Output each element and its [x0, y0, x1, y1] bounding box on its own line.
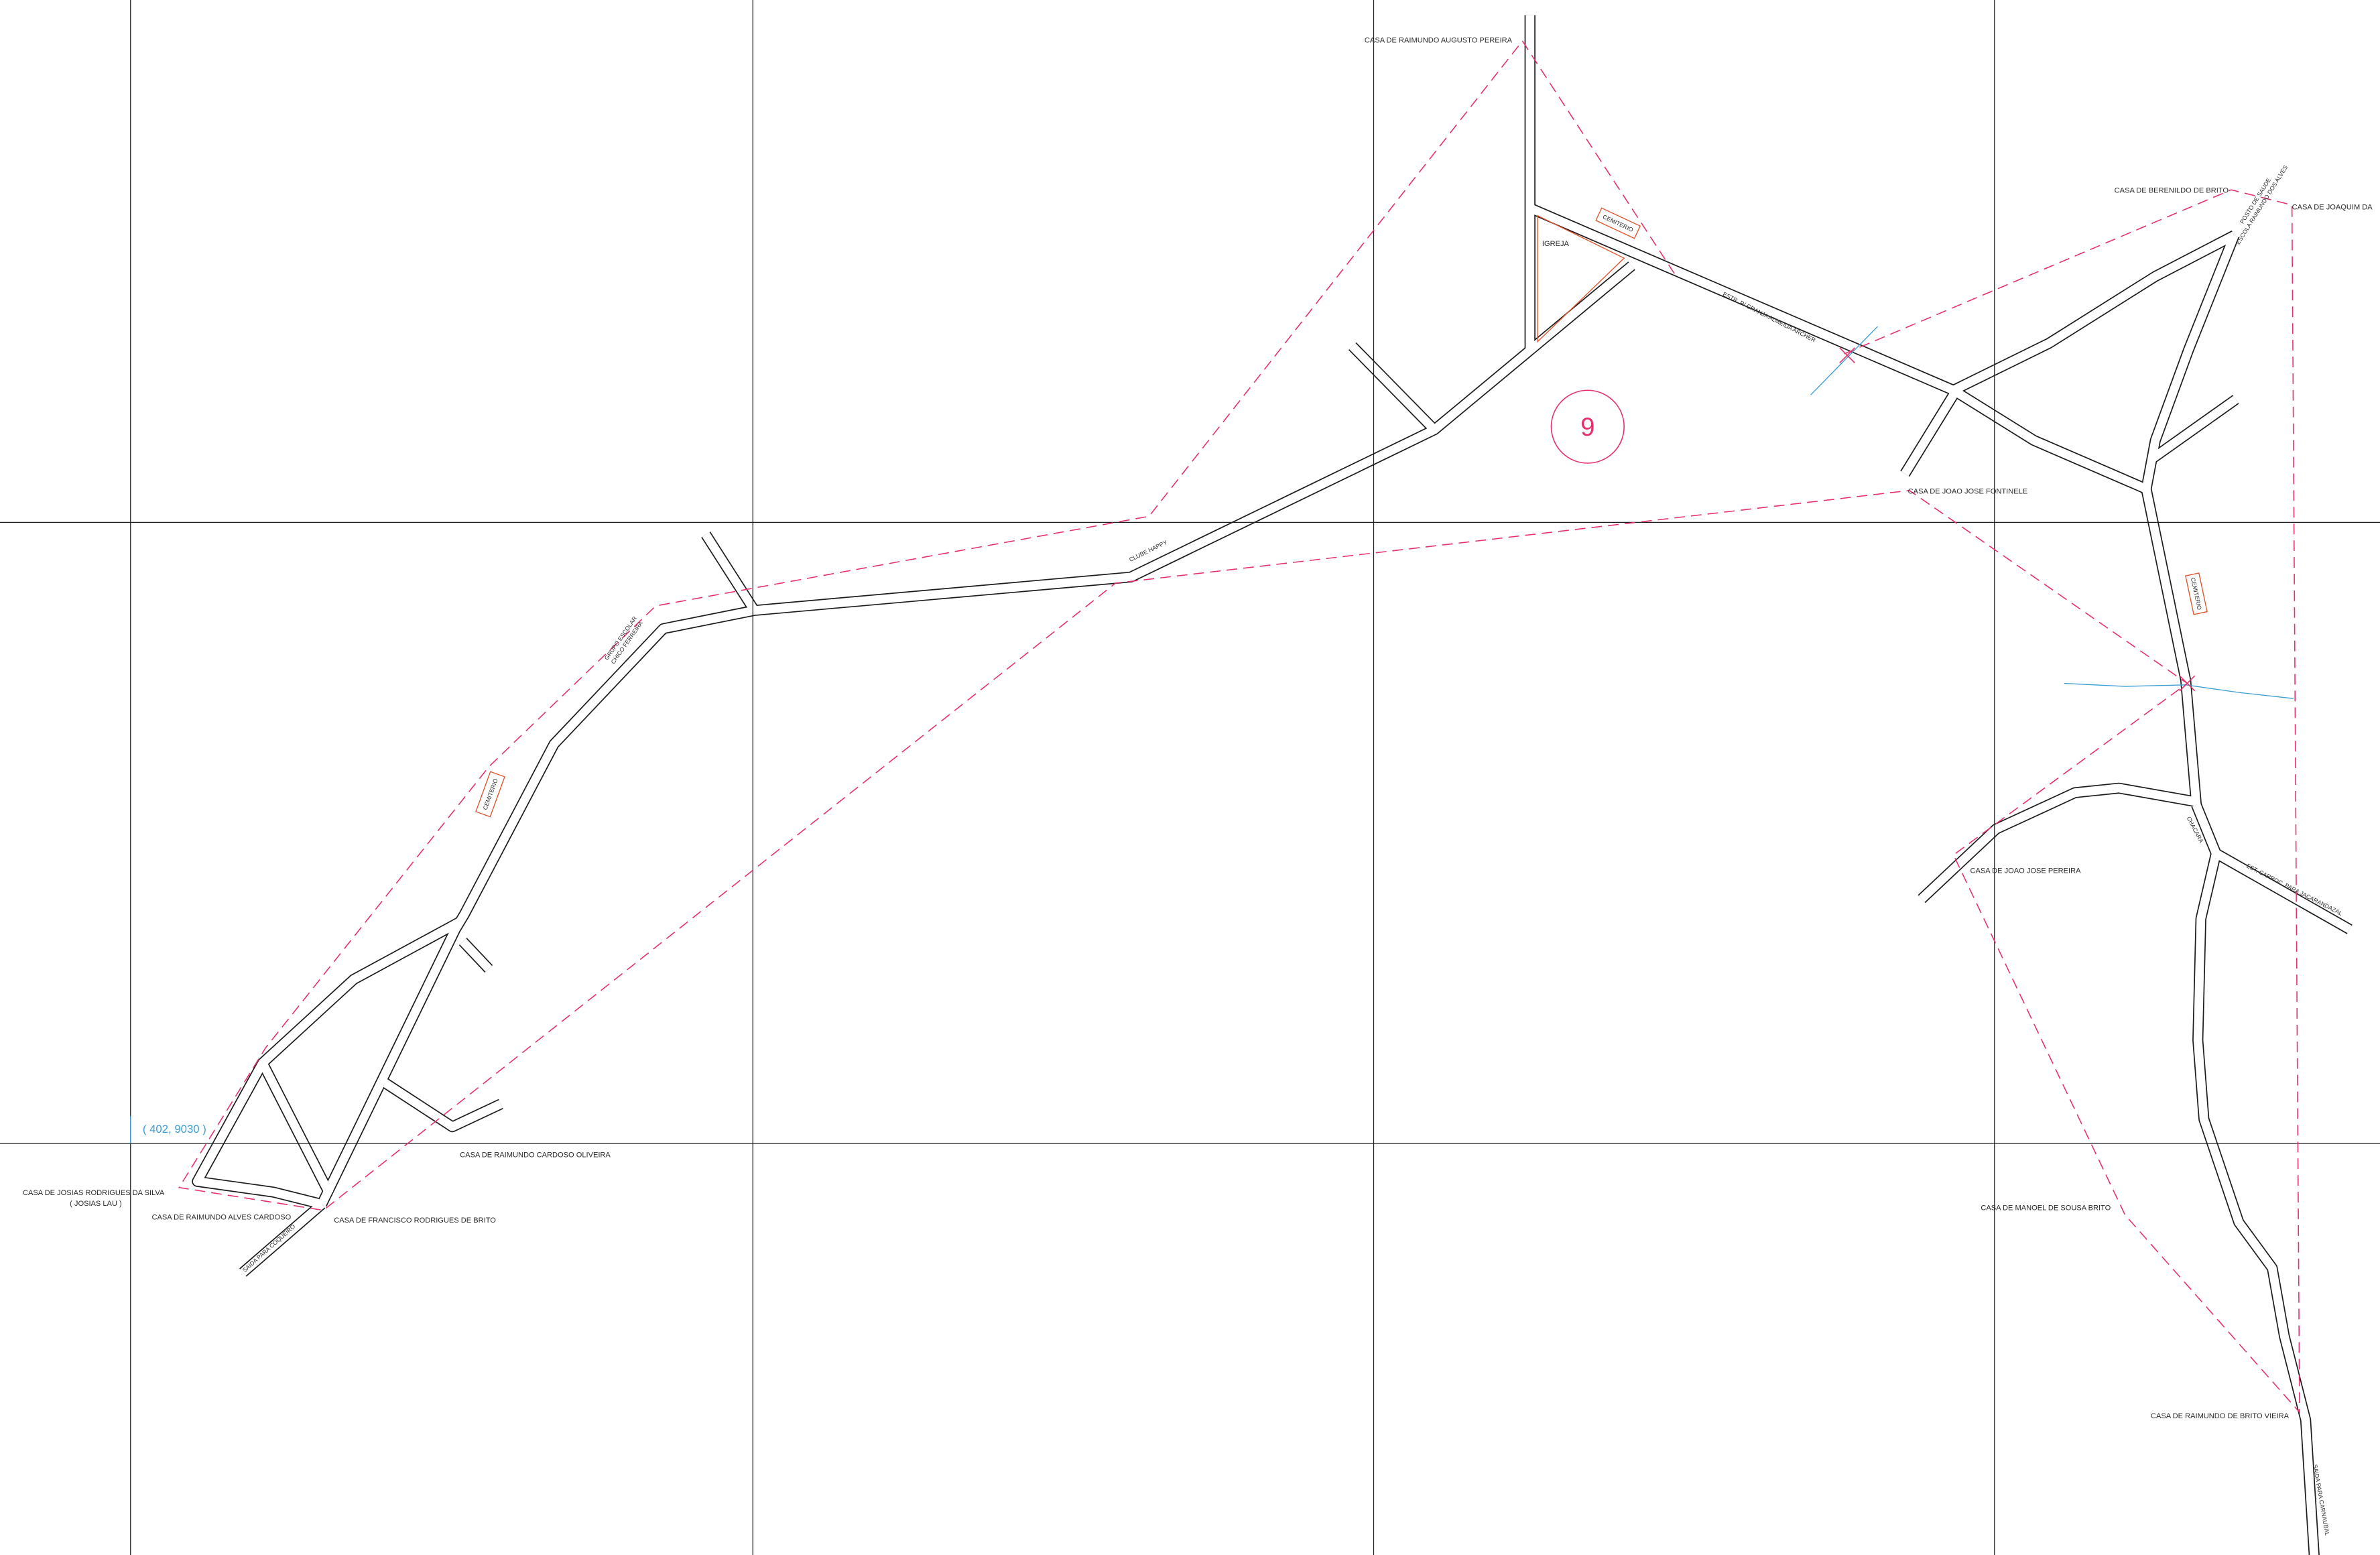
boundary-mark-north [1839, 347, 1855, 364]
road-label-north: ESTR. P/ GRANJA ALMEIDA ARCHER [1722, 291, 1817, 344]
stream-crossing [1810, 326, 1878, 395]
house-label: CASA DE RAIMUNDO CARDOSO OLIVEIRA [460, 1151, 611, 1159]
road-outline [197, 15, 2349, 1555]
boundary-mark-stream [2179, 675, 2196, 692]
health-post-label: POSTO DE SAUDE ESCOLA RAIMUNDO DOS ALVES [2235, 164, 2289, 246]
church-label: IGREJA [1542, 240, 1570, 248]
sector-boundary [178, 40, 2300, 1414]
church-outline [1537, 214, 1625, 343]
cemetery-east: CEMITERIO [2185, 572, 2208, 615]
coordinate-label: ( 402, 9030 ) [143, 1123, 206, 1135]
stream [2064, 682, 2294, 699]
cemetery-west-label: CEMITERIO [482, 778, 499, 811]
sector-marker: 9 [1550, 389, 1625, 464]
water-features [130, 326, 2294, 1144]
cemetery-north-outline [1595, 207, 1641, 239]
house-label: CASA DE JOAO JOSE PEREIRA [1970, 867, 2082, 875]
house-label: CASA DE BERENILDO DE BRITO [2115, 187, 2229, 195]
house-label: CASA DE FRANCISCO RODRIGUES DE BRITO [334, 1217, 496, 1225]
house-label-nickname: ( JOSIAS LAU ) [70, 1200, 122, 1208]
house-label: CASA DE RAIMUNDO DE BRITO VIEIRA [2151, 1412, 2290, 1420]
house-label: CASA DE RAIMUNDO ALVES CARDOSO [151, 1213, 291, 1221]
sector-number: 9 [1580, 413, 1594, 442]
house-label: CASA DE RAIMUNDO AUGUSTO PEREIRA [1365, 36, 1513, 44]
sector-circle [1550, 389, 1625, 464]
house-label: CASA DE MANOEL DE SOUSA BRITO [1981, 1204, 2111, 1212]
road-fill [197, 15, 2349, 1555]
road-label-carrocavel: EST. CARROC. PARA JACARANDAZAL [2245, 863, 2343, 917]
house-label: CASA DE JOAO JOSE FONTINELE [1908, 487, 2027, 495]
house-label: CASA DE JOAQUIM DA [2292, 204, 2373, 212]
health-post-label-line2: ESCOLA RAIMUNDO DOS ALVES [2235, 164, 2289, 246]
cemetery-east-outline [2185, 572, 2208, 615]
cemetery-west-outline [475, 771, 505, 818]
road-label-exit-west: SAIDA PARA COQUEIRO [241, 1223, 296, 1273]
house-label: CASA DE JOSIAS RODRIGUES DA SILVA [23, 1189, 165, 1197]
